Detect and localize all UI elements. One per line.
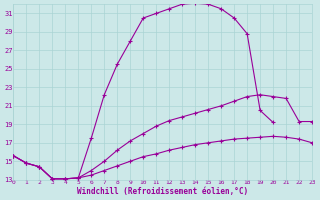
X-axis label: Windchill (Refroidissement éolien,°C): Windchill (Refroidissement éolien,°C) <box>77 187 248 196</box>
